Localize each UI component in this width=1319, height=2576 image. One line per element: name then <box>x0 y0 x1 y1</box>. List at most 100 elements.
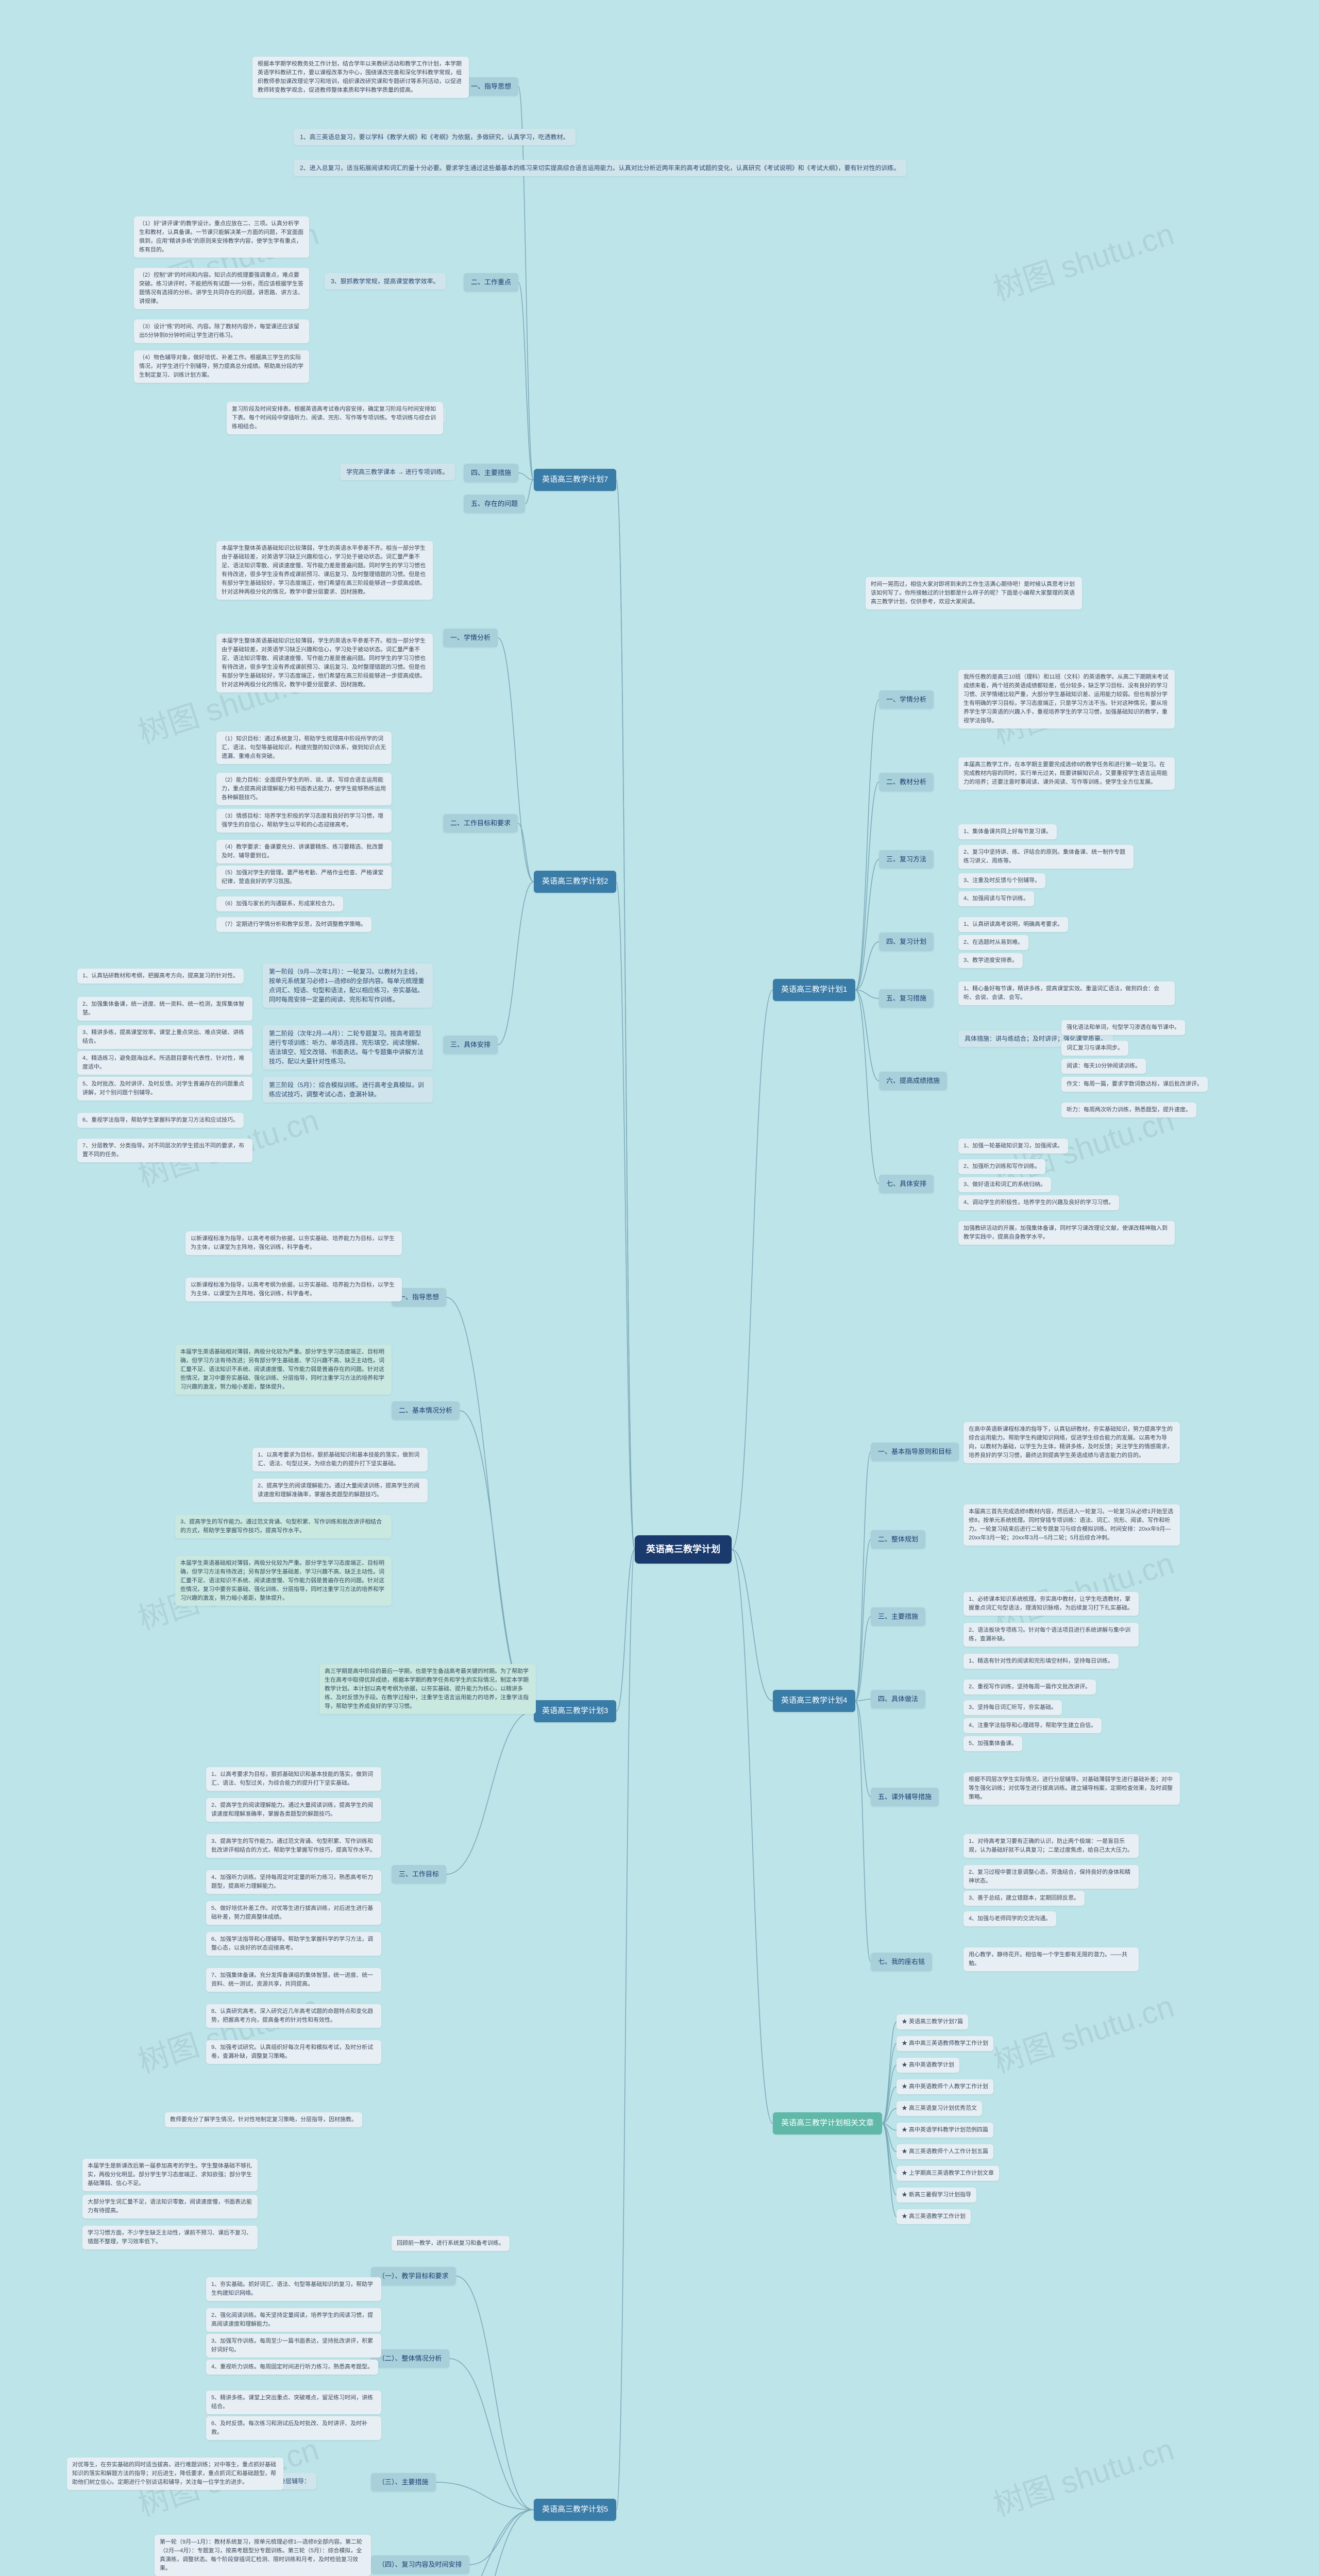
plan3-c-i2: 2、提高学生的阅读理解能力。通过大量阅读训练，提高学生的阅读速度和理解准确率，掌… <box>206 1798 381 1822</box>
plan2-c-s2: 第二阶段（次年2月—4月）：二轮专题复习。按高考题型进行专项训练：听力、单项选择… <box>263 1025 433 1070</box>
plan2-c-m6: 6、重视学法指导，帮助学生掌握科学的复习方法和应试技巧。 <box>77 1113 244 1128</box>
plan4-b-label: 二、整体规划 <box>871 1530 925 1549</box>
plan3-intro: 高三学期是高中阶段的最后一学期，也是学生备战高考最关键的时期。为了帮助学生在高考… <box>319 1664 536 1714</box>
plan2-b-3: （3）情感目标：培养学生积极的学习态度和良好的学习习惯，增强学生的自信心，帮助学… <box>216 809 392 833</box>
plan5-b-s0: 本届学生是新课改后第一届参加高考的学生。学生整体基础不够扎实，两极分化明显。部分… <box>82 2159 258 2191</box>
watermark: 树图 shutu.cn <box>131 1981 324 2082</box>
plan5-c-extra: 对优等生，在夯实基础的同时适当拔高，进行难题训练；对中等生，重点抓好基础知识的落… <box>67 2458 283 2490</box>
plan7-a-text: 根据本学期学校教务处工作计划，结合学年以来教研活动和教学工作计划，本学期英语学科… <box>252 57 469 98</box>
related-item: ★ 高中英语教师个人教学工作计划 <box>897 2079 993 2094</box>
plan5-intro: 回顾前一教学，进行系统复习和备考训练。 <box>392 2236 510 2251</box>
plan1-d-3: 3、教学进度安排表。 <box>958 953 1023 968</box>
plan5-c-6: 6、及时反馈。每次练习和测试后及时批改、及时讲评、及时补救。 <box>206 2416 381 2440</box>
plan3-c-1: 2、提高学生的阅读理解能力。通过大量阅读训练，提高学生的阅读速度和理解准确率，掌… <box>252 1479 428 1502</box>
plan1-g-1: 1、加强一轮基础知识复习，加强阅读。 <box>958 1139 1068 1154</box>
plan2-b-e4: （7）定期进行学情分析和教学反思，及时调整教学策略。 <box>216 917 371 932</box>
plan2-b-label: 二、工作目标和要求 <box>443 814 518 833</box>
related-item: ★ 英语高三教学计划7篇 <box>897 2014 968 2029</box>
plan3-c-i4: 4、加强听力训练。坚持每周定时定量的听力练习，熟悉高考听力题型，提高听力理解能力… <box>206 1870 381 1894</box>
plan1-c-2: 2、复习中坚持讲、练、评结合的原则。集体备课、统一制作专题练习讲义、周练等。 <box>958 845 1134 869</box>
watermark: 树图 shutu.cn <box>987 209 1179 310</box>
plan1-f-s3: 作文：每周一篇，要求字数词数达标，课后批改讲评。 <box>1061 1077 1208 1092</box>
plan2-b-2: （2）能力目标：全面提升学生的听、说、读、写综合语言运用能力，重点提高阅读理解能… <box>216 773 392 805</box>
plan1-g-3: 3、做好语法和词汇的系统归纳。 <box>958 1177 1051 1192</box>
related-item: ★ 高三英语教学工作计划 <box>897 2209 971 2224</box>
related-item: ★ 高中英语学科教学计划范例四篇 <box>897 2123 993 2138</box>
plan3-b-text: 本届学生英语基础相对薄弱，两极分化较为严重。部分学生学习态度端正、目标明确，但学… <box>175 1345 392 1395</box>
plan2-c-m3: 3、精讲多练，提高课堂效率。课堂上重点突出、难点突破、讲练结合。 <box>77 1025 252 1049</box>
plan1-f-s2: 阅读：每天10分钟阅读训练。 <box>1061 1059 1146 1074</box>
plan3-c-i7: 7、加强集体备课。充分发挥备课组的集体智慧，统一进度、统一资料、统一测试，资源共… <box>206 1968 381 1992</box>
plan2-c-m1: 1、认真钻研教材和考纲，把握高考方向，提高复习的针对性。 <box>77 969 244 984</box>
plan7-b-2: 2、进入总复习，适当拓展阅读和词汇的量十分必要。要求学生通过这些最基本的练习来切… <box>294 160 906 176</box>
root-node: 英语高三教学计划 <box>635 1535 732 1564</box>
plan1-d-label: 四、复习计划 <box>879 933 934 951</box>
plan3-c-i6: 6、加强学法指导和心理辅导。帮助学生掌握科学的学习方法，调整心态，以良好的状态迎… <box>206 1932 381 1956</box>
plan4-b-text: 本届高三首先完成选修8教材内容，然后进入一轮复习。一轮复习从必修1开始至选修8，… <box>963 1504 1180 1546</box>
plan2-c-m5: 5、及时批改、及时讲评、及时反馈。对学生普遍存在的问题重点讲解，对个别问题个别辅… <box>77 1077 252 1100</box>
plan7-b-1: 1、高三英语总复习，要以学科《教学大纲》和《考纲》为依据，多做研究，认真学习，吃… <box>294 129 576 145</box>
plan7-b-3-4: （4）物色辅导对象，做好培优、补差工作。根据高三学生的实际情况，对学生进行个别辅… <box>134 350 309 383</box>
plan3-c-label: 三、工作目标 <box>392 1865 446 1884</box>
plan1-g-tail: 加强教研活动的开展，加强集体备课，同时学习课改理论文献，使课改精神融入到教学实践… <box>958 1221 1175 1245</box>
plan4-c-label: 三、主要措施 <box>871 1607 925 1626</box>
plan5-c-4: 4、重视听力训练。每周固定时间进行听力练习，熟悉高考题型。 <box>206 2360 378 2375</box>
plan3-c-i1: 1、以高考要求为目标，狠抓基础知识和基本技能的落实，做到词汇、语法、句型过关，为… <box>206 1767 381 1791</box>
plan4-d-3: 3、坚持每日词汇听写，夯实基础。 <box>963 1700 1062 1715</box>
plan4-title: 英语高三教学计划4 <box>773 1690 855 1712</box>
related-item: ★ 上学期高三英语教学工作计划文章 <box>897 2166 999 2181</box>
related-item: ★ 高三英语复习计划优秀范文 <box>897 2101 982 2116</box>
plan7-b-3-3: （3）设计"练"的时间、内容。除了教材内容外，每堂课还应该留出5分钟到8分钟时间… <box>134 319 309 343</box>
plan4-d-1: 1、精选有针对性的阅读和完形填空材料，坚持每日训练。 <box>963 1654 1119 1669</box>
plan4-a-text: 在高中英语新课程标准的指导下，认真钻研教材，夯实基础知识，努力提高学生的综合运用… <box>963 1422 1180 1463</box>
plan5-b-label: （二）、整体情况分析 <box>371 2349 449 2368</box>
plan1-d-2: 2、在选题时从易到难。 <box>958 935 1028 950</box>
plan3-a-text2: 以新课程标准为指导，以高考考纲为依据，以夯实基础、培养能力为目标，以学生为主体，… <box>185 1278 402 1301</box>
plan2-c-m2: 2、加强集体备课，统一进度、统一资料、统一检测，发挥集体智慧。 <box>77 997 252 1021</box>
plan3-c-i3: 3、提高学生的写作能力。通过范文背诵、句型积累、写作训练和批改讲评相结合的方式，… <box>206 1834 381 1858</box>
plan4-e-text: 根据不同层次学生实际情况，进行分层辅导。对基础薄弱学生进行基础补差；对中等生强化… <box>963 1772 1180 1805</box>
plan3-c-i5: 5、做好培优补差工作。对优等生进行拔高训练，对后进生进行基础补差，努力提高整体成… <box>206 1901 381 1925</box>
plan3-title: 英语高三教学计划3 <box>534 1700 616 1722</box>
plan7-e-label: 五、存在的问题 <box>464 495 525 513</box>
plan5-c-label: （三）、主要措施 <box>371 2473 436 2492</box>
plan7-b-3: 3、狠抓教学常规，提高课堂教学效率。 <box>325 273 446 290</box>
plan5-c-3: 3、加强写作训练。每周至少一篇书面表达，坚持批改讲评，积累好词好句。 <box>206 2334 381 2358</box>
plan5-b-s2: 学习习惯方面，不少学生缺乏主动性，课前不预习、课后不复习、错题不整理，学习效率低… <box>82 2226 258 2249</box>
plan1-f-s1: 词汇复习与课本同步。 <box>1061 1041 1128 1056</box>
plan4-g-text: 用心教学，静待花开。相信每一个学生都有无限的潜力。——共勉。 <box>963 1947 1139 1971</box>
plan7-d-text: 学完高三教学课本 → 进行专项训练。 <box>340 464 455 480</box>
plan4-f-1: 1、对待高考复习要有正确的认识，防止两个极端：一是盲目乐观，认为基础好就不认真复… <box>963 1834 1139 1858</box>
plan3-c-i9: 9、加强考试研究。认真组织好每次月考和模拟考试，及时分析试卷，查漏补缺，调整复习… <box>206 2040 381 2064</box>
plan5-a-label: （一）、教学目标和要求 <box>371 2267 456 2285</box>
plan2-b-e1: （4）教学要求：备课要充分、讲课要精炼、练习要精选、批改要及时、辅导要到位。 <box>216 840 392 863</box>
plan1-g-2: 2、加强听力训练和写作训练。 <box>958 1159 1045 1174</box>
related-item: ★ 高中高三英语教师教学工作计划 <box>897 2036 993 2051</box>
plan4-d-4: 4、注重学法指导和心理疏导，帮助学生建立自信。 <box>963 1718 1102 1733</box>
plan1-c-1: 1、集体备课共同上好每节复习课。 <box>958 824 1057 839</box>
plan1-b-label: 二、教材分析 <box>879 773 934 791</box>
plan7-b-3-1: （1）好"讲评课"的教学设计。重点应放在二、三项。认真分析学生和教材，认真备课。… <box>134 216 309 258</box>
related-title: 英语高三教学计划相关文章 <box>773 2112 882 2134</box>
plan7-a-label: 一、指导思想 <box>464 77 518 96</box>
plan7-b-label: 二、工作重点 <box>464 273 518 292</box>
plan1-c-label: 三、复习方法 <box>879 850 934 869</box>
plan2-a-text: 本届学生整体英语基础知识比较薄弱，学生的英语水平参差不齐。相当一部分学生由于基础… <box>216 541 433 600</box>
plan3-c-0: 1、以高考要求为目标，狠抓基础知识和基本技能的落实，做到词汇、语法、句型过关，为… <box>252 1448 428 1471</box>
plan7-title: 英语高三教学计划7 <box>534 469 616 491</box>
plan3-c-block2: 本届学生英语基础相对薄弱，两极分化较为严重。部分学生学习态度端正、目标明确，但学… <box>175 1556 392 1606</box>
plan2-c-s3: 第三阶段（5月）：综合模拟训练。进行高考全真模拟，训练应试技巧，调整考试心态，查… <box>263 1077 433 1103</box>
plan4-c-2: 2、语法板块专项练习。针对每个语法项目进行系统讲解与集中训练，查漏补缺。 <box>963 1623 1139 1647</box>
plan1-intro: 时间一晃而过，相信大家对即将到来的工作生活满心期待吧！是时候认真思考计划该如何写… <box>866 577 1082 609</box>
plan1-c-3: 3、注重及时反馈与个别辅导。 <box>958 873 1045 888</box>
plan2-c-s1: 第一阶段（9月—次年1月）：一轮复习。以教材为主线，按单元系统复习必修1—选修8… <box>263 963 433 1008</box>
plan1-f-label: 六、提高成绩措施 <box>879 1072 947 1090</box>
plan1-g-label: 七、具体安排 <box>879 1175 934 1193</box>
plan4-f-2: 2、复习过程中要注意调整心态，劳逸结合，保持良好的身体和精神状态。 <box>963 1865 1139 1889</box>
plan3-c-block: 3、提高学生的写作能力。通过范文背诵、句型积累、写作训练和批改讲评相结合的方式，… <box>175 1515 392 1538</box>
related-item: ★ 高中英语教学计划 <box>897 2058 959 2073</box>
plan4-e-label: 五、课外辅导措施 <box>871 1788 939 1806</box>
plan1-e-text: 1、精心备好每节课，精讲多练，提高课堂实效。重温词汇语法，做到四会：会听、会说、… <box>958 981 1175 1005</box>
plan5-atext: 教师要充分了解学生情况，针对性地制定复习策略，分层指导，因材施教。 <box>165 2112 362 2127</box>
plan4-d-label: 四、具体做法 <box>871 1690 925 1708</box>
